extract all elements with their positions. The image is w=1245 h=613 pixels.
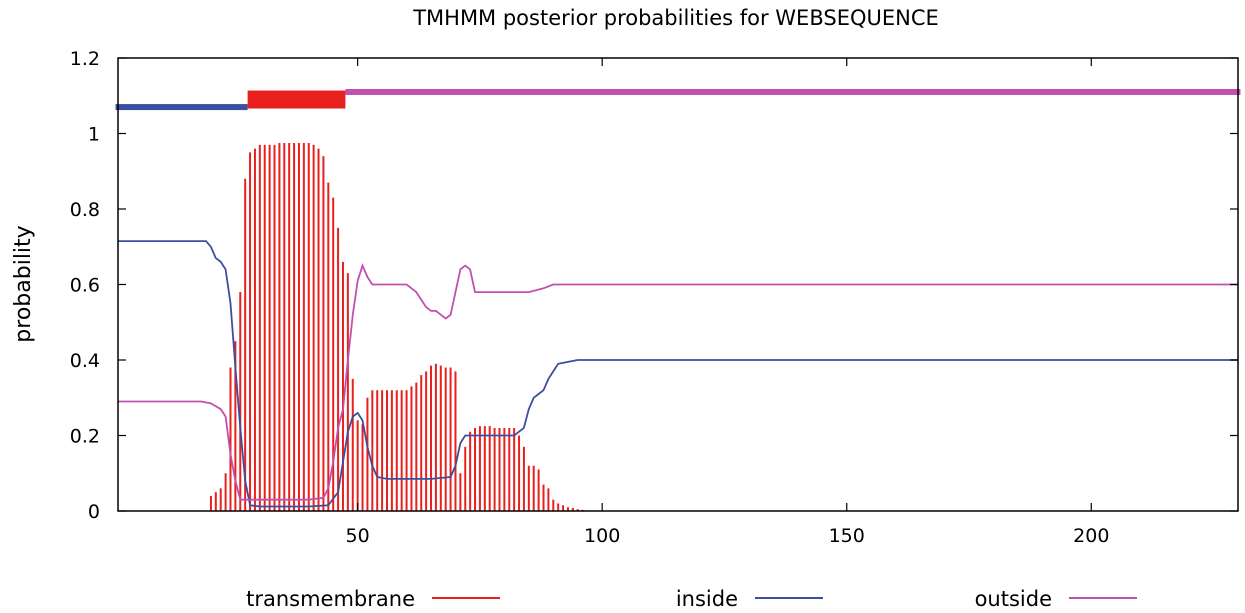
x-tick-label: 50 — [346, 525, 370, 547]
series-transmembrane — [209, 142, 584, 511]
legend-label: inside — [676, 587, 738, 611]
legend-item-outside: outside — [975, 587, 1137, 611]
legend: transmembrane inside outside — [246, 587, 1137, 611]
series-inside-line — [118, 240, 1238, 508]
y-tick-label: 0 — [88, 501, 100, 523]
y-tick-label: 0.2 — [70, 426, 100, 448]
legend-label: outside — [975, 587, 1052, 611]
topology-bar-inside — [115, 104, 248, 111]
y-tick-label: 0.4 — [70, 350, 100, 372]
legend-item-inside: inside — [676, 587, 823, 611]
topology-bar-outside — [345, 88, 1241, 95]
series-outside-line — [118, 263, 1238, 501]
legend-label: transmembrane — [246, 587, 415, 611]
plot-content — [115, 88, 1241, 511]
legend-item-transmembrane: transmembrane — [246, 587, 500, 611]
axis-ticks: 0 0.2 0.4 0.6 0.8 1 1.2 50 100 150 200 — [70, 48, 1238, 547]
topology-bar-transmembrane — [247, 90, 346, 109]
x-tick-label: 200 — [1073, 525, 1109, 547]
y-tick-label: 0.8 — [70, 199, 100, 221]
y-axis-title: probability — [11, 225, 36, 342]
x-tick-label: 150 — [829, 525, 865, 547]
x-tick-label: 100 — [584, 525, 620, 547]
y-tick-label: 1.2 — [70, 48, 100, 70]
chart-title: TMHMM posterior probabilities for WEBSEQ… — [412, 6, 939, 30]
y-tick-label: 0.6 — [70, 275, 100, 297]
y-tick-label: 1 — [88, 124, 100, 146]
